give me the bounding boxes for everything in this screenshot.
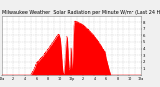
- Text: Milwaukee Weather  Solar Radiation per Minute W/m² (Last 24 Hours): Milwaukee Weather Solar Radiation per Mi…: [2, 10, 160, 15]
